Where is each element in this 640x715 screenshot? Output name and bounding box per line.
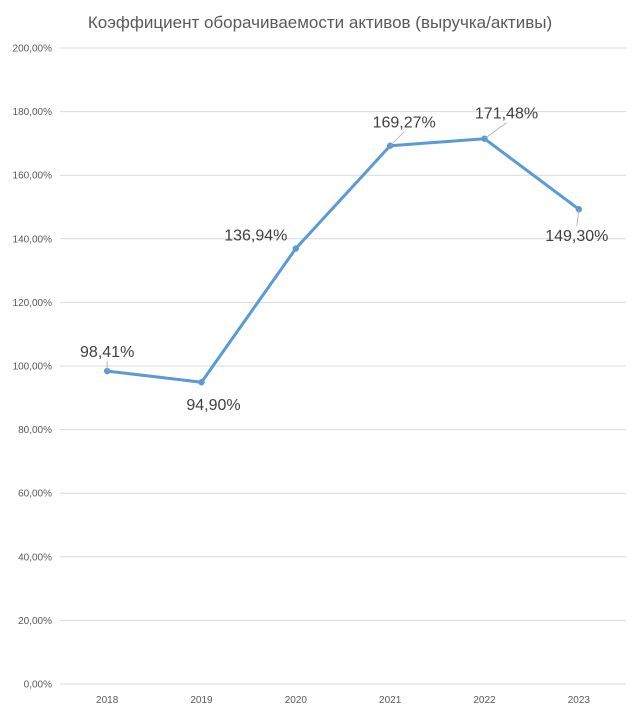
series-line-group (103, 135, 583, 386)
leader-line (576, 209, 580, 227)
data-label: 136,94% (224, 228, 287, 245)
data-label: 94,90% (186, 397, 240, 414)
y-tick-label: 140,00% (13, 234, 53, 245)
y-tick-label: 160,00% (13, 171, 53, 182)
x-axis-tick-labels: 2018 2019 2020 2021 2022 2023 (96, 695, 590, 706)
y-tick-label: 60,00% (18, 489, 52, 500)
data-label: 169,27% (373, 115, 436, 132)
series-line (105, 137, 581, 384)
y-tick-label: 200,00% (13, 44, 53, 55)
y-axis-tick-labels: 0,00% 20,00% 40,00% 60,00% 80,00% 100,00% 120,… (13, 44, 53, 691)
data-labels: 98,41% 94,90% 136,94% 169,27% 171,48% 149,30% (80, 106, 608, 415)
y-tick-label: 40,00% (18, 552, 52, 563)
x-tick-label: 2023 (568, 695, 591, 706)
chart-title: Коэффициент оборачиваемости активов (выр… (88, 13, 552, 32)
data-label: 149,30% (545, 228, 608, 245)
y-tick-label: 120,00% (13, 298, 53, 309)
leader-line (389, 131, 405, 147)
x-tick-label: 2018 (96, 695, 119, 706)
gridlines (60, 47, 626, 685)
data-point (292, 245, 300, 252)
leader-line (484, 122, 507, 140)
x-tick-label: 2021 (379, 695, 402, 706)
data-label: 171,48% (475, 106, 538, 123)
y-tick-label: 180,00% (13, 107, 53, 118)
data-point (198, 379, 205, 386)
x-tick-label: 2020 (285, 695, 308, 706)
x-tick-label: 2019 (190, 695, 213, 706)
data-label: 98,41% (80, 344, 134, 361)
y-tick-label: 100,00% (13, 362, 53, 373)
y-tick-label: 80,00% (18, 425, 52, 436)
x-tick-label: 2022 (473, 695, 496, 706)
y-tick-label: 20,00% (18, 616, 52, 627)
y-tick-label: 0,00% (24, 680, 52, 691)
